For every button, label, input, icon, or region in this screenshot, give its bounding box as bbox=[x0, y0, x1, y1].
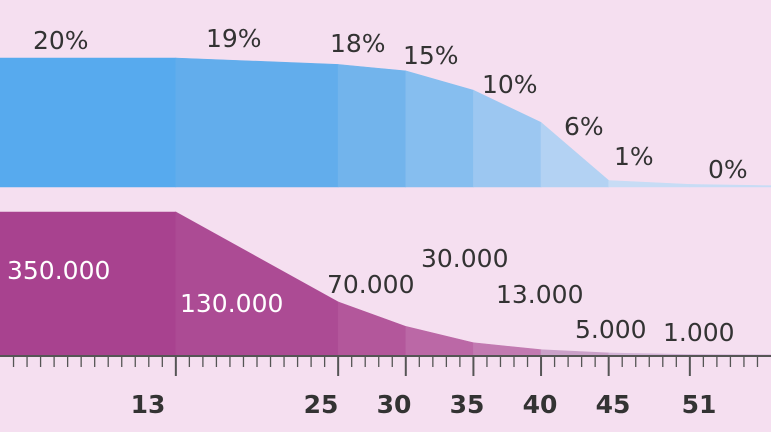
tick-label-35: 35 bbox=[450, 390, 485, 419]
count-label-130000: 130.000 bbox=[180, 289, 283, 318]
percent-label-18: 18% bbox=[330, 29, 386, 58]
percent-band-25-30 bbox=[337, 64, 407, 188]
percent-band-0-13 bbox=[0, 57, 177, 188]
count-label-1000: 1.000 bbox=[663, 318, 735, 347]
count-band-45-51 bbox=[608, 352, 691, 356]
percent-label-20: 20% bbox=[33, 26, 89, 55]
count-band-40-45 bbox=[540, 349, 609, 356]
count-label-350000: 350.000 bbox=[7, 256, 110, 285]
percent-label-15: 15% bbox=[403, 41, 459, 70]
percent-label-6: 6% bbox=[564, 112, 604, 141]
percent-band-35-40 bbox=[473, 89, 542, 188]
x-axis bbox=[0, 355, 771, 376]
tick-label-13: 13 bbox=[131, 390, 166, 419]
tick-label-25: 25 bbox=[304, 390, 339, 419]
tick-label-45: 45 bbox=[596, 390, 631, 419]
count-band-35-40 bbox=[473, 342, 542, 356]
count-band-30-35 bbox=[405, 326, 474, 356]
percentage-area bbox=[0, 57, 771, 188]
tick-label-40: 40 bbox=[523, 390, 558, 419]
percent-label-19: 19% bbox=[206, 24, 262, 53]
tick-label-51: 51 bbox=[682, 390, 717, 419]
count-label-13000: 13.000 bbox=[496, 280, 583, 309]
count-band-25-30 bbox=[337, 301, 407, 356]
percent-band-45-51 bbox=[608, 180, 691, 188]
tick-label-30: 30 bbox=[377, 390, 412, 419]
count-label-30000: 30.000 bbox=[421, 244, 508, 273]
percent-band-30-35 bbox=[405, 70, 474, 188]
count-band-13-25 bbox=[175, 211, 339, 356]
percent-band-51-57 bbox=[689, 184, 771, 188]
percent-label-10: 10% bbox=[482, 70, 538, 99]
count-label-5000: 5.000 bbox=[575, 315, 647, 344]
count-label-70000: 70.000 bbox=[327, 270, 414, 299]
percent-band-13-25 bbox=[175, 57, 339, 188]
count-area bbox=[0, 211, 771, 356]
percent-label-0: 0% bbox=[708, 155, 748, 184]
percent-label-1: 1% bbox=[614, 142, 654, 171]
